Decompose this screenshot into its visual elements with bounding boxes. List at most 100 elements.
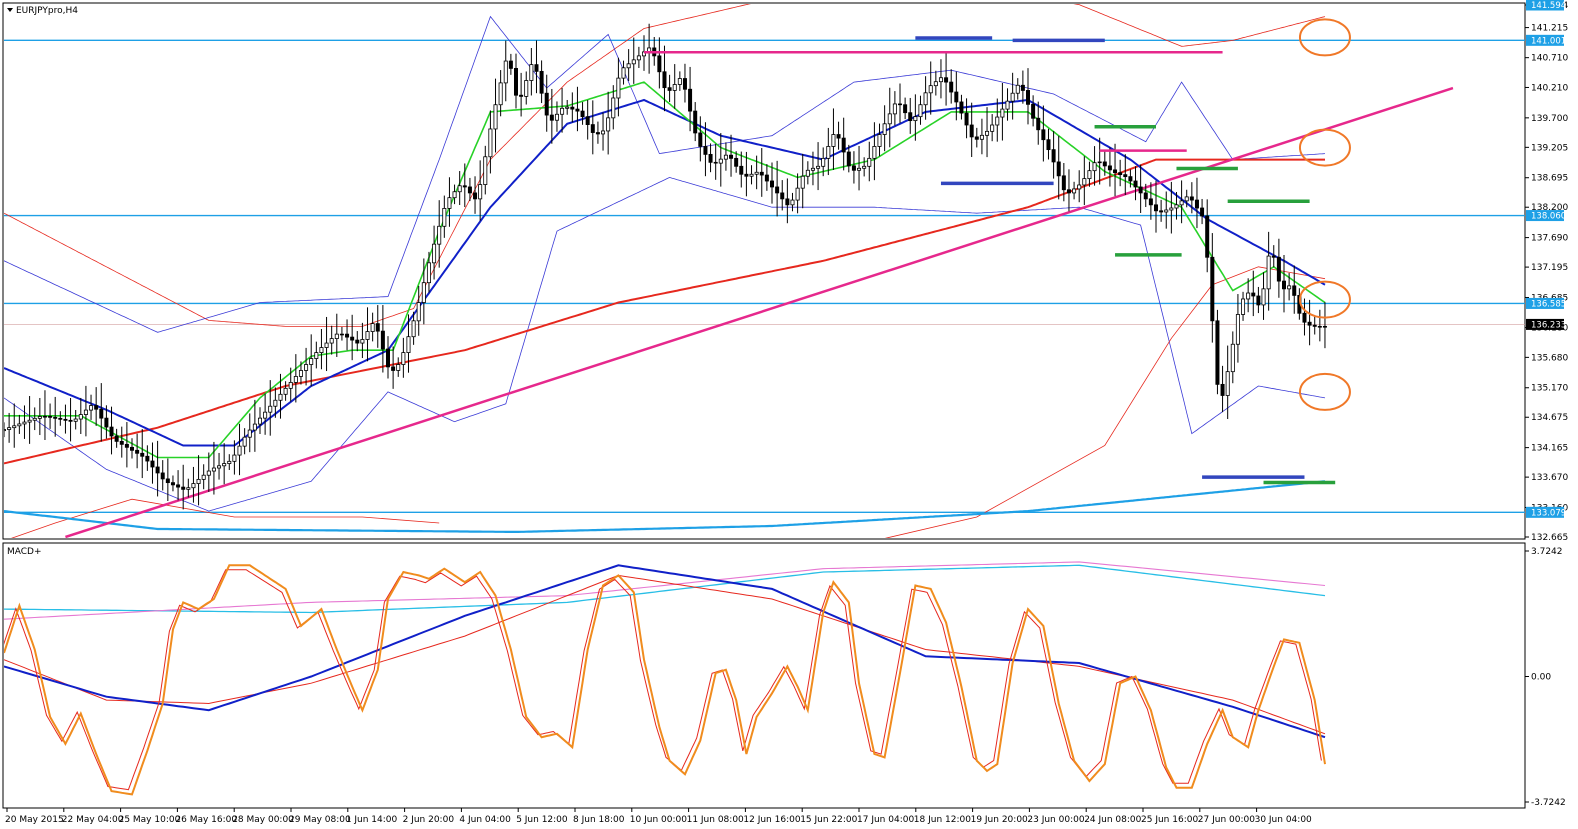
candle-body — [365, 331, 370, 340]
candle-body — [882, 123, 887, 135]
candle-body — [1194, 199, 1199, 209]
candle-body — [1056, 161, 1061, 177]
candle-body — [764, 174, 769, 182]
candle-body — [1102, 161, 1107, 167]
candle-body — [718, 158, 723, 164]
candle-body — [1128, 176, 1133, 182]
candle-body — [800, 175, 805, 189]
candle-body — [1010, 92, 1015, 102]
candle-body — [974, 136, 979, 140]
candle-body — [580, 110, 585, 118]
candle-body — [83, 409, 88, 415]
candle-body — [339, 333, 344, 336]
candle-body — [1159, 210, 1164, 213]
candle-body — [227, 460, 232, 464]
candle-body — [488, 128, 493, 158]
y-tick-label: 134.165 — [1531, 444, 1568, 454]
candle-body — [621, 67, 626, 79]
x-tick-label: 27 Jun 00:00 — [1198, 815, 1255, 825]
x-tick-label: 20 May 2015 — [5, 815, 64, 825]
macd-fast-red-line — [4, 569, 1322, 791]
candle-body — [1164, 209, 1169, 213]
candle-body — [263, 411, 268, 419]
candle-body — [1312, 324, 1317, 327]
candle-body — [990, 124, 995, 132]
candle-body — [1200, 207, 1205, 217]
highlight-circle — [1298, 280, 1351, 319]
x-tick-label: 19 Jun 20:00 — [971, 815, 1028, 825]
candle-body — [319, 347, 324, 353]
candle-body — [601, 130, 606, 135]
candle-body — [1307, 321, 1312, 326]
candle-body — [867, 157, 872, 167]
highlight-circle — [1298, 128, 1351, 167]
macd-signal-red-line — [4, 574, 1326, 735]
candle-body — [1005, 100, 1010, 110]
candle-body — [478, 184, 483, 200]
y-tick-label: 132.665 — [1531, 533, 1568, 543]
x-tick-label: 28 May 00:00 — [232, 815, 294, 825]
macd-pane-frame — [2, 542, 1526, 809]
candle-body — [667, 87, 672, 91]
candle-body — [150, 460, 155, 468]
candle-body — [565, 106, 570, 109]
x-tick-label: 18 Jun 12:00 — [914, 815, 971, 825]
candle-body — [140, 452, 145, 457]
candle-body — [242, 436, 247, 447]
candle-body — [1041, 129, 1046, 141]
candle-body — [329, 338, 334, 344]
candle-body — [677, 78, 682, 85]
candle-body — [355, 339, 360, 344]
candle-body — [790, 199, 795, 206]
candle-body — [396, 364, 401, 371]
macd-blue-line — [4, 564, 1326, 739]
candle-body — [590, 124, 595, 133]
candle-body — [759, 171, 764, 176]
candle-body — [42, 415, 47, 418]
x-tick-label: 22 May 04:00 — [62, 815, 124, 825]
candle-body — [257, 417, 262, 425]
candle-body — [1143, 192, 1148, 200]
candle-body — [816, 165, 821, 169]
candle-body — [1077, 184, 1082, 190]
candle-body — [1266, 255, 1271, 290]
candle-body — [749, 173, 754, 177]
x-tick-label: 26 May 16:00 — [175, 815, 237, 825]
candle-body — [457, 185, 462, 193]
candle-body — [196, 478, 201, 484]
candle-body — [1322, 325, 1327, 328]
candle-body — [268, 405, 273, 413]
candle-body — [1036, 117, 1041, 131]
candle-body — [1276, 256, 1281, 282]
candle-body — [554, 113, 559, 121]
candle-body — [442, 208, 447, 227]
candle-body — [32, 417, 37, 421]
candle-body — [1118, 172, 1123, 176]
candle-body — [846, 151, 851, 167]
candle-body — [462, 185, 467, 188]
y-tick-label: 135.170 — [1531, 384, 1568, 394]
x-tick-label: 2 Jun 20:00 — [403, 815, 455, 825]
x-tick-label: 29 May 08:00 — [289, 815, 351, 825]
candle-body — [211, 467, 216, 472]
ma-red-line — [4, 158, 1325, 465]
candle-body — [1015, 84, 1020, 94]
candle-body — [995, 116, 1000, 126]
chart-menu-arrow-icon[interactable] — [7, 8, 13, 12]
candle-body — [539, 70, 544, 94]
price-tag-label: 141.001 — [1531, 36, 1566, 46]
candle-body — [129, 446, 134, 451]
candle-body — [918, 104, 923, 118]
price-tag-label: 138.060 — [1531, 212, 1566, 222]
candle-body — [493, 104, 498, 130]
candle-body — [1251, 292, 1256, 297]
macd-pink-line — [4, 561, 1326, 620]
symbol-title: EURJPYpro,H4 — [16, 6, 78, 16]
bollinger-lower-line — [4, 176, 1326, 512]
candle-body — [1061, 175, 1066, 191]
candle-body — [1169, 207, 1174, 211]
candle-body — [1184, 196, 1189, 202]
candle-body — [698, 132, 703, 147]
candle-body — [575, 108, 580, 112]
